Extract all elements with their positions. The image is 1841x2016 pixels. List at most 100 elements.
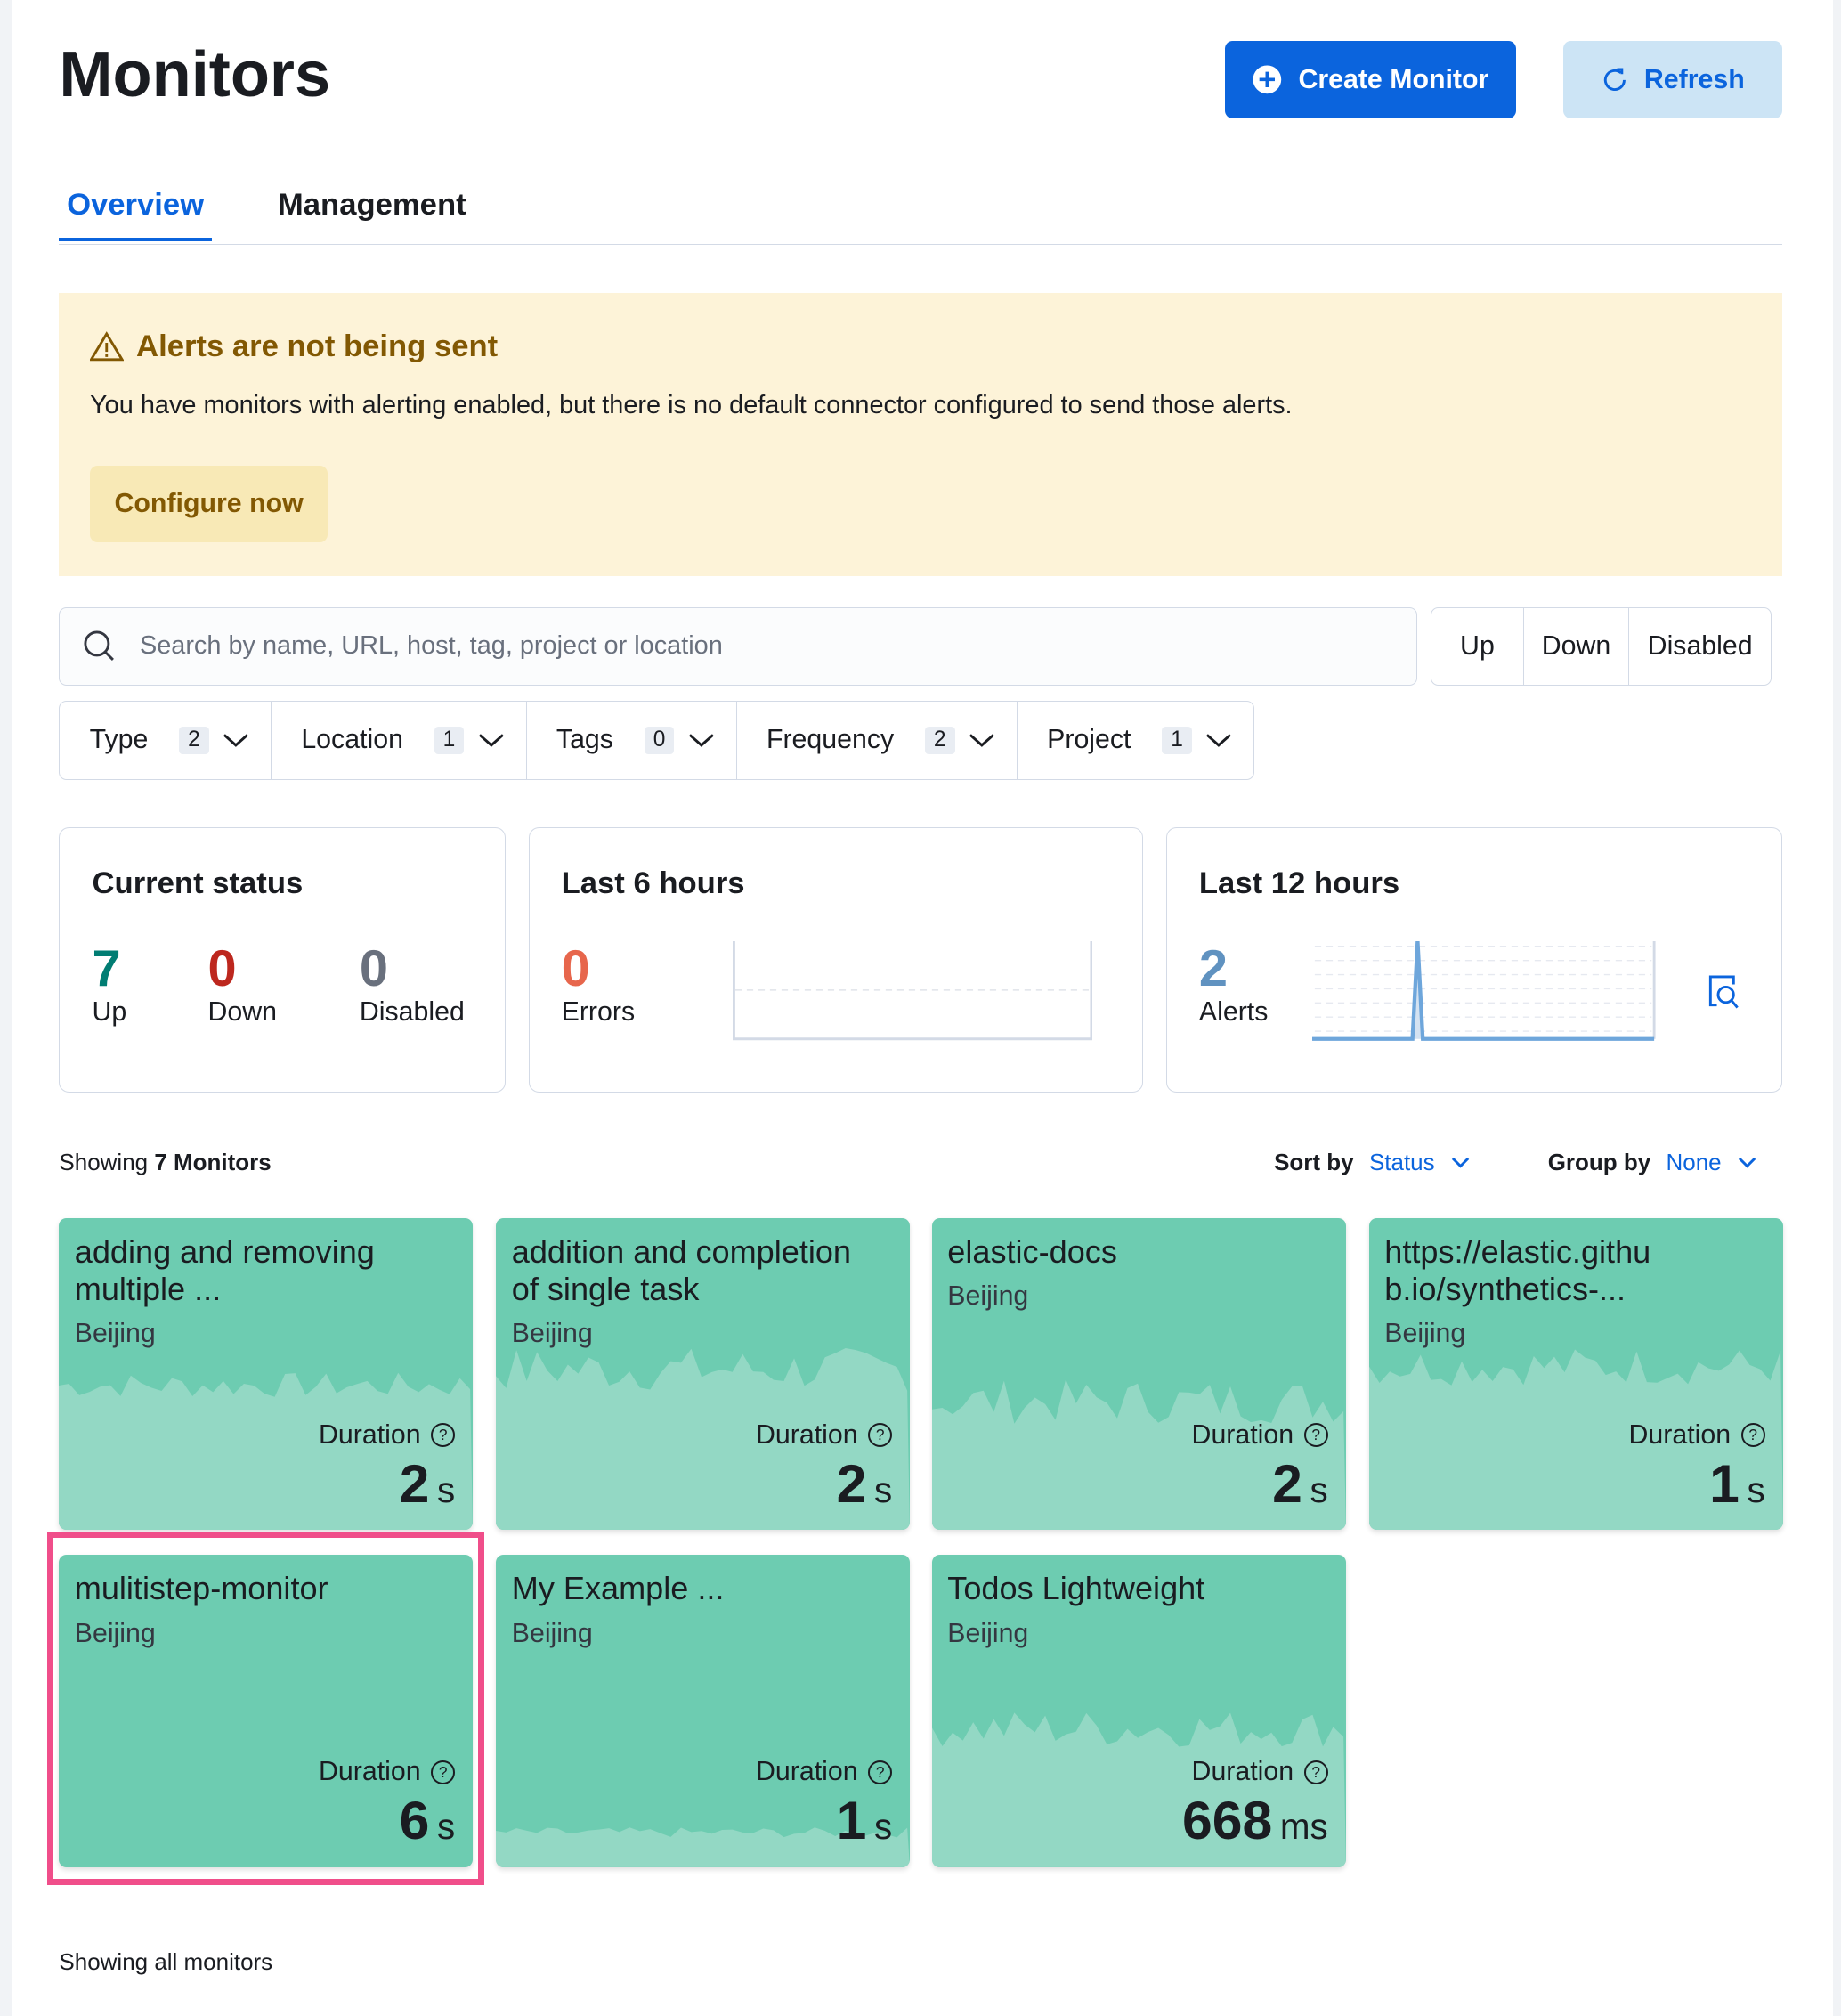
up-count: 7 <box>92 939 121 997</box>
footer-text: Showing all monitors <box>59 1947 273 1975</box>
down-label: Down <box>207 997 277 1028</box>
group-label: Group by <box>1547 1148 1651 1175</box>
filter-count-badge: 2 <box>178 726 209 754</box>
monitor-name: elastic-docs <box>947 1232 1117 1270</box>
search-input[interactable] <box>137 630 1416 663</box>
last-6-hours-panel: Last 6 hours 0 Errors <box>528 826 1144 1093</box>
duration-label: Duration <box>756 1757 858 1787</box>
tab-overview[interactable]: Overview <box>59 188 212 242</box>
filter-up-button[interactable]: Up <box>1460 630 1495 661</box>
last-12-hours-panel: Last 12 hours 2 Alerts <box>1165 826 1783 1093</box>
help-icon[interactable]: ? <box>431 1423 456 1448</box>
filter-label: Project <box>1047 725 1131 755</box>
filter-count-badge: 1 <box>434 726 465 754</box>
sort-by-control[interactable]: Sort by Status <box>1274 1149 1471 1176</box>
duration-unit: s <box>874 1469 893 1511</box>
chevron-down-icon <box>1738 1157 1756 1168</box>
duration-label: Duration <box>756 1419 858 1450</box>
help-icon[interactable]: ? <box>868 1760 893 1784</box>
monitor-location: Beijing <box>511 1618 593 1648</box>
filter-count-badge: 0 <box>644 726 675 754</box>
help-icon[interactable]: ? <box>1740 1423 1765 1448</box>
errors-count: 0 <box>561 939 590 997</box>
panel-title: Current status <box>92 866 304 900</box>
current-status-panel: Current status 7 Up 0 Down 0 Disabled <box>59 826 507 1093</box>
showing-prefix: Showing <box>59 1148 149 1175</box>
duration-number: 2 <box>1272 1453 1302 1515</box>
filter-project[interactable]: Project 1 <box>1016 702 1253 779</box>
refresh-button[interactable]: Refresh <box>1563 41 1782 118</box>
up-label: Up <box>92 997 127 1028</box>
inspect-icon[interactable] <box>1707 974 1740 1010</box>
refresh-label: Refresh <box>1643 64 1745 94</box>
panel-title: Last 12 hours <box>1198 866 1400 900</box>
filter-count-badge: 2 <box>924 726 955 754</box>
alert-callout: Alerts are not being sent You have monit… <box>59 293 1782 576</box>
callout-title: Alerts are not being sent <box>136 329 499 363</box>
disabled-count: 0 <box>359 939 389 997</box>
help-icon[interactable]: ? <box>1303 1760 1328 1784</box>
create-monitor-button[interactable]: Create Monitor <box>1225 41 1516 118</box>
duration-label: Duration <box>1191 1419 1294 1450</box>
search-field[interactable] <box>59 606 1417 687</box>
configure-now-button[interactable]: Configure now <box>90 465 328 543</box>
duration-unit: s <box>437 1469 456 1511</box>
group-by-control[interactable]: Group by None <box>1548 1149 1757 1176</box>
monitor-name: mulitistep-monitor <box>74 1570 328 1607</box>
filter-type[interactable]: Type 2 <box>60 702 271 779</box>
monitor-card[interactable]: Todos Lightweight Beijing Duration? 668 ms <box>931 1554 1346 1867</box>
duration-unit: s <box>437 1806 456 1848</box>
duration-sparkline <box>496 1827 911 1867</box>
duration-value: 668 ms <box>1182 1789 1328 1851</box>
highlight-box <box>47 1531 485 1886</box>
duration-sparkline <box>496 1347 911 1531</box>
filter-frequency[interactable]: Frequency 2 <box>735 702 1017 779</box>
create-monitor-label: Create Monitor <box>1298 64 1489 94</box>
duration-number: 2 <box>836 1453 867 1515</box>
help-icon[interactable]: ? <box>1303 1423 1328 1448</box>
filter-label: Frequency <box>766 725 895 755</box>
group-value: None <box>1666 1148 1722 1175</box>
warning-icon <box>90 330 124 362</box>
duration-sparkline <box>59 1372 474 1531</box>
duration-label: Duration <box>1191 1757 1294 1787</box>
disabled-label: Disabled <box>359 997 465 1028</box>
monitor-count: Showing 7 Monitors <box>59 1149 271 1176</box>
duration-label: Duration <box>1628 1419 1732 1450</box>
sort-value: Status <box>1368 1148 1435 1175</box>
monitor-location: Beijing <box>74 1618 156 1648</box>
panel-title: Last 6 hours <box>561 866 745 900</box>
down-count: 0 <box>207 939 237 997</box>
tab-management[interactable]: Management <box>277 187 466 222</box>
monitor-card[interactable]: addition and completion of single task Be… <box>496 1217 911 1531</box>
chevron-down-icon <box>1206 734 1232 748</box>
duration-unit: s <box>874 1806 893 1848</box>
filter-location[interactable]: Location 1 <box>271 702 526 779</box>
monitor-name: addition and completion of single task <box>511 1232 852 1307</box>
chevron-down-icon <box>969 734 994 748</box>
monitor-card[interactable]: https://elastic.githu b.io/synthetics-..… <box>1368 1217 1783 1531</box>
monitor-name: adding and removing multiple ... <box>74 1232 375 1307</box>
monitor-name: https://elastic.githu b.io/synthetics-..… <box>1384 1232 1651 1307</box>
filter-tags[interactable]: Tags 0 <box>525 702 736 779</box>
help-icon[interactable]: ? <box>431 1760 456 1784</box>
page-edge <box>0 0 13 2016</box>
scrollbar[interactable] <box>1833 0 1841 2016</box>
monitor-card[interactable]: adding and removing multiple ... Beijing … <box>59 1217 474 1531</box>
filter-disabled-button[interactable]: Disabled <box>1628 607 1770 686</box>
filter-down-button[interactable]: Down <box>1522 607 1629 686</box>
duration-number: 1 <box>1709 1453 1740 1515</box>
chevron-down-icon <box>1451 1157 1470 1168</box>
duration-sparkline <box>931 1712 1346 1867</box>
duration-number: 1 <box>836 1790 867 1851</box>
search-icon <box>84 630 115 662</box>
duration-unit: s <box>1310 1469 1328 1511</box>
help-icon[interactable]: ? <box>868 1423 893 1448</box>
